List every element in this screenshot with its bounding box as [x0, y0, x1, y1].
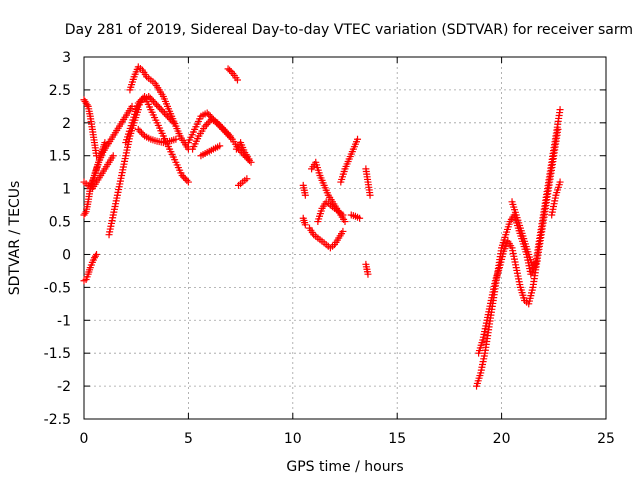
data-point	[556, 106, 564, 114]
data-point	[220, 125, 228, 133]
data-point	[139, 130, 147, 138]
data-point	[341, 218, 349, 226]
data-point	[223, 129, 231, 137]
data-point	[154, 102, 162, 110]
data-point	[157, 106, 165, 114]
x-axis: 0 5 10 15 20 25	[80, 431, 615, 447]
data-point	[145, 92, 153, 100]
y-tick-label: 3	[62, 50, 71, 66]
y-tick-label: 2	[62, 116, 71, 132]
data-point	[180, 173, 188, 181]
data-point	[83, 101, 91, 109]
data-point	[216, 142, 224, 150]
data-point	[245, 155, 253, 163]
x-tick-label: 0	[80, 431, 89, 447]
y-axis: -2.5 -2 -1.5 -1 -0.5 0 0.5 1 1.5 2 2.5 3	[44, 50, 71, 428]
data-point	[93, 152, 101, 160]
y-tick-label: 1	[62, 182, 71, 198]
data-point	[556, 178, 564, 186]
plot-area	[83, 56, 607, 420]
data-point	[183, 176, 191, 184]
y-tick-label: 1.5	[49, 149, 71, 165]
data-point	[204, 119, 212, 127]
y-tick-label: -1.5	[44, 346, 71, 362]
data-point	[364, 270, 372, 278]
x-axis-label: GPS time / hours	[286, 459, 403, 475]
x-tick-label: 10	[284, 431, 302, 447]
data-point	[215, 120, 223, 128]
data-point	[354, 135, 362, 143]
data-point	[137, 129, 145, 137]
y-tick-label: 2.5	[49, 83, 71, 99]
x-tick-label: 15	[388, 431, 406, 447]
data-point	[159, 107, 167, 115]
data-point	[218, 124, 226, 132]
data-point	[81, 209, 89, 217]
data-point	[156, 104, 164, 112]
data-point	[203, 109, 211, 117]
data-point	[109, 152, 117, 160]
data-point	[339, 211, 347, 219]
y-tick-label: 0.5	[49, 215, 71, 231]
x-tick-label: 20	[493, 431, 511, 447]
data-point	[226, 132, 234, 140]
y-tick-label: -2	[57, 379, 71, 395]
data-point	[366, 191, 374, 199]
grid	[84, 57, 606, 419]
data-point	[356, 214, 364, 222]
data-point	[172, 135, 180, 143]
data-point	[93, 250, 101, 258]
data-point	[136, 127, 144, 135]
data-point	[168, 117, 176, 125]
data-point	[533, 257, 541, 265]
data-point	[148, 96, 156, 104]
data-point	[149, 97, 157, 105]
data-point	[221, 127, 229, 135]
data-point	[205, 111, 213, 119]
data-point	[160, 109, 168, 117]
y-tick-label: 0	[62, 247, 71, 263]
data-point	[243, 175, 251, 183]
data-point	[226, 66, 234, 74]
data-point	[162, 111, 170, 119]
data-point	[167, 116, 175, 124]
data-point	[184, 178, 192, 186]
data-point	[233, 76, 241, 84]
x-tick-label: 5	[184, 431, 193, 447]
data-point	[301, 221, 309, 229]
data-point	[554, 125, 562, 133]
data-point	[203, 120, 211, 128]
x-tick-label: 25	[597, 431, 615, 447]
data-point	[178, 171, 186, 179]
data-point	[214, 119, 222, 127]
data-point	[170, 119, 178, 127]
data-point	[134, 125, 142, 133]
data-point	[91, 252, 99, 260]
axis-ticks	[83, 56, 607, 420]
y-axis-label: SDTVAR / TECUs	[7, 181, 23, 296]
data-point	[181, 175, 189, 183]
data-point	[165, 114, 173, 122]
data-points	[80, 63, 564, 390]
data-point	[151, 99, 159, 107]
data-point	[225, 130, 233, 138]
data-point	[146, 94, 154, 102]
data-point	[164, 112, 172, 120]
data-point	[201, 122, 209, 130]
data-point	[217, 122, 225, 130]
y-tick-label: -1	[57, 313, 71, 329]
y-tick-label: -2.5	[44, 412, 71, 428]
data-point	[339, 227, 347, 235]
chart-title: Day 281 of 2019, Sidereal Day-to-day VTE…	[65, 22, 633, 38]
data-point	[301, 191, 309, 199]
y-tick-label: -0.5	[44, 280, 71, 296]
data-point	[153, 101, 161, 109]
